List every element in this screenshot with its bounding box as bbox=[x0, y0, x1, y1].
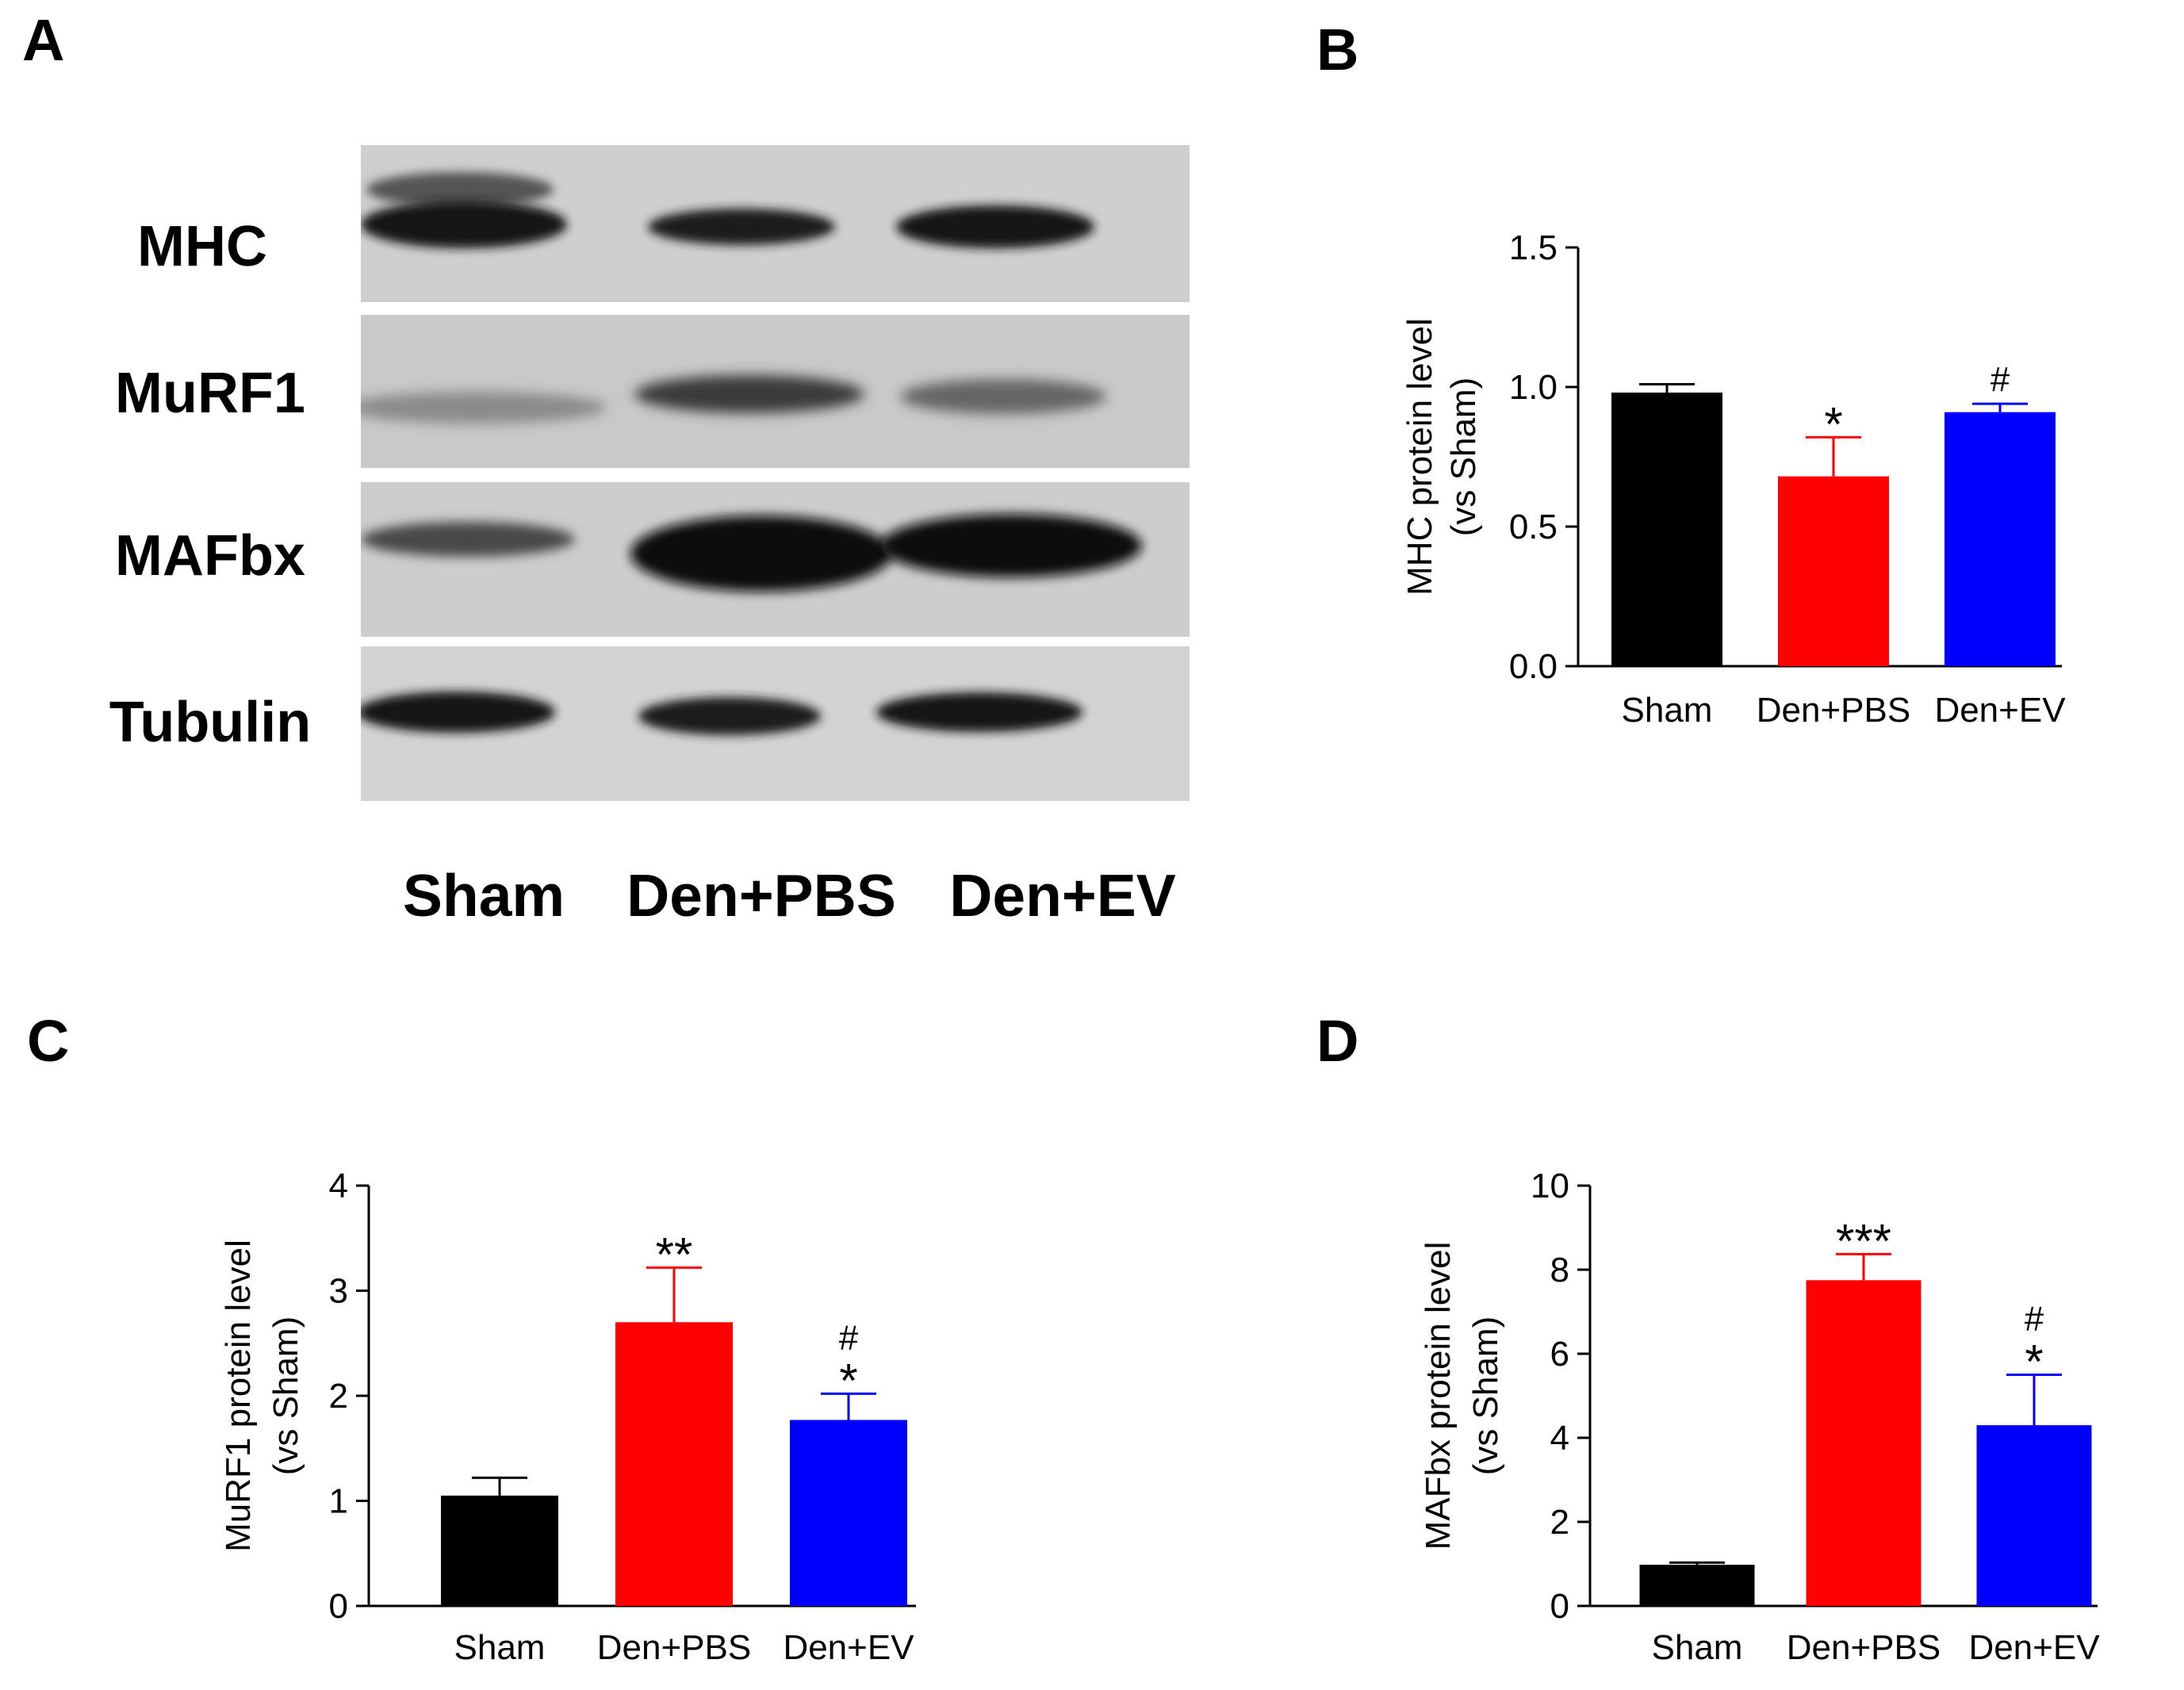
x-category-label: Den+PBS bbox=[1757, 691, 1910, 730]
bar-den-pbs bbox=[1778, 476, 1889, 666]
band bbox=[648, 209, 835, 245]
bar-den-pbs bbox=[615, 1322, 733, 1606]
band bbox=[634, 375, 864, 413]
blot-strip-murf1 bbox=[361, 315, 1190, 468]
blot-row-label-tubulin: Tubulin bbox=[109, 691, 312, 754]
y-axis-label: (vs Sham) bbox=[1444, 377, 1483, 536]
significance-mark: # bbox=[2025, 1300, 2044, 1339]
bar-sham bbox=[1639, 1565, 1755, 1606]
y-tick-label: 0.5 bbox=[1509, 508, 1558, 546]
y-axis-label: MuRF1 protein level bbox=[219, 1240, 258, 1552]
band bbox=[900, 379, 1106, 414]
significance-mark: * bbox=[839, 1354, 857, 1407]
band bbox=[361, 201, 567, 248]
chart-c-murf1: 0 1 2 3 4 MuRF1 protein level (vs Sham) Sham ** D… bbox=[219, 1167, 916, 1667]
y-axis-label: MAFbx protein level bbox=[1419, 1242, 1458, 1550]
bar-den-ev bbox=[1945, 412, 2056, 666]
y-tick-label: 1 bbox=[329, 1482, 348, 1521]
y-axis-label: (vs Sham) bbox=[266, 1316, 305, 1475]
y-tick-label: 2 bbox=[1550, 1503, 1569, 1542]
bar-den-pbs bbox=[1806, 1280, 1922, 1606]
y-tick-label: 0 bbox=[329, 1587, 348, 1626]
blot-lane-label-den-ev: Den+EV bbox=[949, 862, 1176, 929]
significance-mark: ** bbox=[656, 1228, 693, 1281]
significance-mark: # bbox=[839, 1318, 859, 1357]
chart-b-mhc: 0.0 0.5 1.0 1.5 MHC protein level (vs Sham) Sh… bbox=[1400, 228, 2066, 730]
band bbox=[880, 514, 1142, 577]
y-axis-label: (vs Sham) bbox=[1466, 1316, 1505, 1475]
band bbox=[361, 522, 575, 557]
y-axis-label: MHC protein level bbox=[1400, 318, 1439, 596]
x-category-label: Den+EV bbox=[1934, 691, 2066, 730]
x-category-label: Sham bbox=[454, 1628, 546, 1667]
bar-sham bbox=[1611, 393, 1722, 666]
blot-strip-mhc bbox=[361, 145, 1190, 302]
y-tick-label: 1.0 bbox=[1509, 368, 1558, 407]
blot-row-label-murf1: MuRF1 bbox=[115, 362, 305, 425]
x-category-label: Den+EV bbox=[783, 1628, 914, 1667]
band bbox=[366, 172, 554, 207]
x-category-label: Den+EV bbox=[1968, 1628, 2100, 1667]
blot-lane-label-den-pbs: Den+PBS bbox=[626, 862, 896, 929]
significance-mark: * bbox=[1824, 397, 1842, 450]
y-tick-label: 0.0 bbox=[1509, 647, 1558, 686]
y-tick-label: 0 bbox=[1550, 1587, 1569, 1626]
band bbox=[876, 692, 1082, 732]
blot-strip-mafbx bbox=[361, 482, 1190, 637]
blot-row-label-mafbx: MAFbx bbox=[115, 524, 305, 588]
x-category-label: Den+PBS bbox=[1787, 1628, 1941, 1667]
bar-den-ev bbox=[790, 1420, 907, 1606]
x-category-label: Sham bbox=[1652, 1628, 1743, 1667]
band bbox=[361, 692, 555, 733]
western-blot-panel: MHC MuRF1 MAFbx Tubulin bbox=[0, 0, 1221, 968]
significance-mark: *** bbox=[1836, 1214, 1891, 1267]
panel-letter-b: B bbox=[1316, 17, 1359, 82]
chart-d-mafbx: 0 2 4 6 8 10 MAFbx protein level (vs Sham) Sham *… bbox=[1419, 1167, 2100, 1667]
y-tick-label: 10 bbox=[1531, 1167, 1569, 1205]
y-tick-label: 1.5 bbox=[1509, 228, 1558, 267]
x-category-label: Sham bbox=[1622, 691, 1713, 730]
panel-letter-c: C bbox=[27, 1008, 70, 1074]
band bbox=[361, 392, 607, 423]
significance-mark: * bbox=[2025, 1336, 2043, 1389]
y-tick-label: 4 bbox=[1550, 1419, 1569, 1458]
blot-lane-label-sham: Sham bbox=[402, 862, 565, 929]
y-tick-label: 6 bbox=[1550, 1335, 1569, 1374]
y-tick-label: 2 bbox=[329, 1377, 348, 1416]
blot-row-label-mhc: MHC bbox=[137, 215, 267, 278]
blot-strip-tubulin bbox=[361, 646, 1190, 801]
y-tick-label: 3 bbox=[329, 1272, 348, 1311]
band bbox=[896, 205, 1094, 248]
panel-letter-d: D bbox=[1316, 1008, 1359, 1074]
y-tick-label: 8 bbox=[1550, 1251, 1569, 1290]
bar-den-ev bbox=[1976, 1425, 2092, 1606]
y-tick-label: 4 bbox=[329, 1167, 348, 1205]
panel-letter-a: A bbox=[22, 7, 65, 73]
significance-mark: # bbox=[1991, 360, 2010, 399]
bar-sham bbox=[441, 1495, 558, 1606]
band bbox=[630, 515, 892, 592]
band bbox=[638, 697, 821, 735]
x-category-label: Den+PBS bbox=[597, 1628, 751, 1667]
